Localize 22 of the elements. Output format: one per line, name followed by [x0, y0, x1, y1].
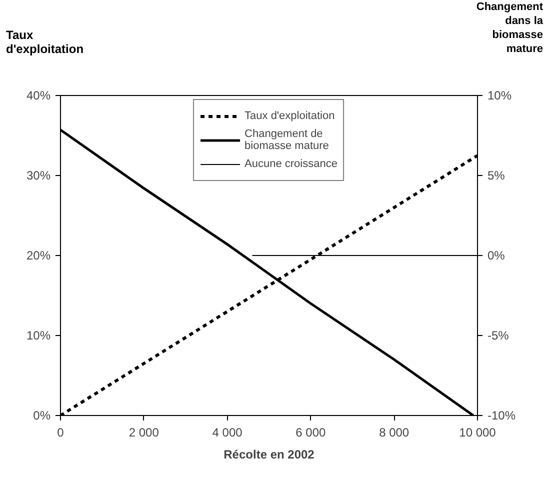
y2-axis-title: Changement dans la biomasse mature [476, 0, 543, 57]
x-tick-label: 0 [57, 426, 64, 440]
y-tick-label: 40% [26, 88, 51, 102]
legend-label: Taux d'exploitation [244, 110, 335, 122]
x-tick-label: 10 000 [459, 426, 496, 440]
y2-tick-label: 10% [488, 88, 512, 102]
y-tick-label: 0% [33, 408, 51, 422]
x-axis-title: Récolte en 2002 [224, 448, 315, 462]
y-tick-label: 30% [26, 168, 51, 182]
y2-tick-label: -10% [488, 408, 516, 422]
y-axis-title: Taux d'exploitation [6, 28, 84, 56]
y2-tick-label: 0% [488, 248, 506, 262]
x-tick-label: 8 000 [379, 426, 410, 440]
x-tick-label: 2 000 [128, 426, 160, 440]
x-tick-label: 6 000 [296, 426, 326, 440]
y2-tick-label: 5% [488, 168, 506, 182]
x-tick-label: 4 000 [212, 426, 243, 440]
y-tick-label: 10% [26, 328, 51, 342]
y-tick-label: 20% [26, 248, 51, 262]
legend-label: Aucune croissance [244, 158, 338, 170]
legend-label: Changement de biomasse mature [244, 128, 329, 152]
y2-tick-label: -5% [488, 328, 510, 342]
